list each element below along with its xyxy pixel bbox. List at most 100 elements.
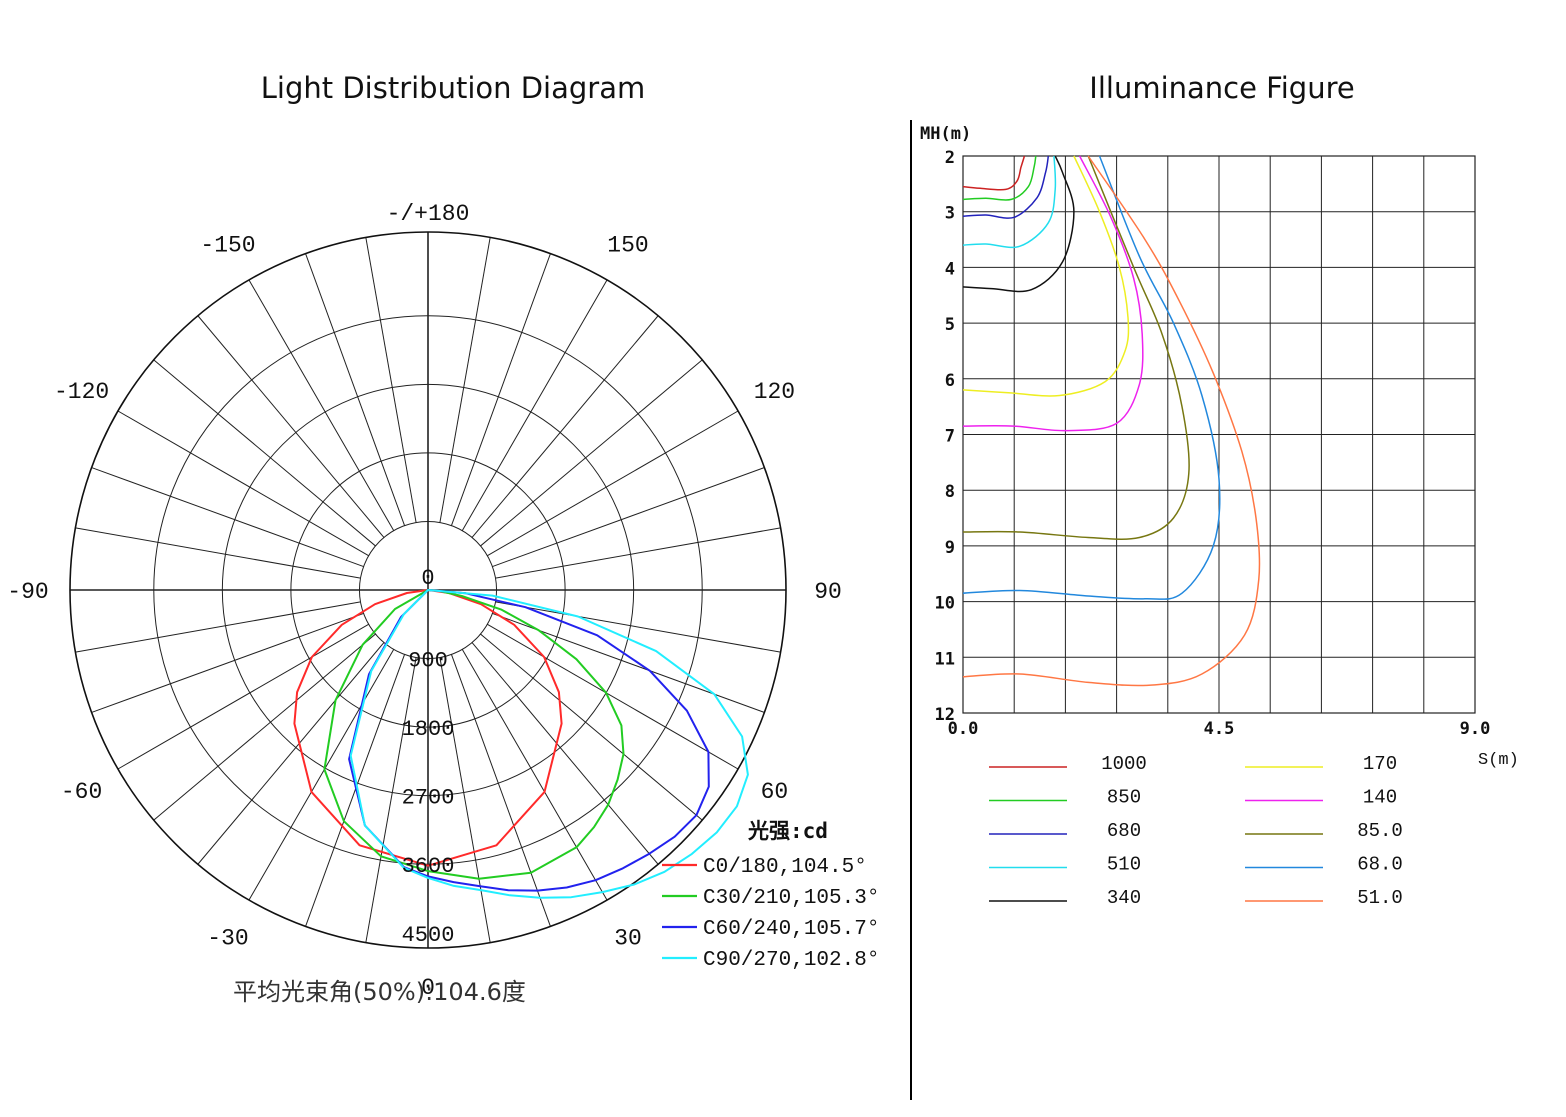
unit-label: 光强:cd	[747, 819, 828, 843]
isolux-legend-entry: 1000	[1101, 753, 1147, 775]
left-chart-title: Light Distribution Diagram	[261, 71, 646, 105]
polar-spoke	[305, 253, 406, 526]
angle-label: 90	[814, 579, 842, 605]
polar-spoke	[439, 657, 491, 943]
polar-spoke	[480, 633, 703, 821]
legend-entry: C30/210,105.3°	[703, 887, 879, 910]
polar-spoke	[471, 315, 659, 538]
isolux-series-4	[962, 155, 1075, 293]
polar-ring	[221, 383, 635, 797]
angle-label: -120	[54, 379, 109, 405]
polar-spoke	[305, 654, 406, 927]
y-axis-label: MH(m)	[920, 124, 971, 144]
polar-spoke	[117, 410, 369, 557]
radial-label: 1800	[402, 717, 455, 742]
isolux-chart: 2 3 4 5 6 7 8 9 10 11 120.0 4.5 9.0	[935, 148, 1491, 739]
polar-chart: -/+180 150 120 90 60 30 0 -30 -60 -90 -120 -150 0 900…	[7, 201, 842, 1001]
isolux-legend-entry: 850	[1107, 787, 1141, 809]
isolux-legend-entry: 680	[1107, 820, 1141, 842]
radial-label-zero: 0	[421, 566, 434, 591]
y-tick-label: 11	[935, 649, 955, 669]
legend-entry: C0/180,104.5°	[703, 856, 867, 879]
polar-spoke	[450, 654, 551, 927]
y-tick-label: 5	[945, 315, 955, 335]
angle-label: -90	[7, 579, 48, 605]
polar-spoke	[75, 601, 361, 653]
x-tick-label: 4.5	[1204, 719, 1235, 739]
polar-spoke	[487, 623, 739, 770]
polar-spoke	[495, 601, 781, 653]
polar-legend: C0/180,104.5° C30/210,105.3° C60/240,105.7…	[662, 856, 879, 972]
x-axis-label: S(m)	[1478, 751, 1519, 770]
y-tick-label: 12	[935, 705, 955, 725]
polar-spoke	[197, 315, 385, 538]
polar-spoke	[450, 253, 551, 526]
polar-ring	[290, 452, 566, 728]
polar-spoke	[248, 279, 395, 531]
polar-spoke	[487, 410, 739, 557]
isolux-legend-entry: 68.0	[1357, 854, 1403, 876]
y-tick-label: 6	[945, 371, 955, 391]
polar-spoke	[461, 279, 608, 531]
angle-label: 30	[614, 925, 642, 951]
angle-label: -/+180	[387, 201, 470, 227]
isolux-series-5	[962, 155, 1130, 397]
polar-spoke	[91, 467, 364, 568]
x-tick-label: 9.0	[1460, 719, 1491, 739]
isolux-grid	[962, 155, 1476, 714]
polar-spoke	[461, 649, 608, 901]
polar-spoke	[197, 642, 385, 865]
isolux-series-3	[962, 155, 1057, 249]
legend-entry: C60/240,105.7°	[703, 918, 879, 941]
isolux-legend-entry: 85.0	[1357, 820, 1403, 842]
polar-series-0	[293, 589, 563, 867]
polar-curves	[293, 589, 749, 899]
y-tick-label: 8	[945, 482, 955, 502]
polar-spoke	[75, 527, 361, 579]
radial-label: 4500	[402, 923, 455, 948]
isolux-curves	[962, 155, 1261, 687]
angle-label: -30	[207, 925, 248, 951]
angle-label: -60	[61, 779, 102, 805]
polar-spoke	[492, 467, 765, 568]
radial-label: 3600	[402, 854, 455, 879]
isolux-legend-entry: 51.0	[1357, 887, 1403, 909]
polar-spoke	[153, 633, 376, 821]
x-tick-label: 0.0	[948, 719, 979, 739]
polar-spoke	[248, 649, 395, 901]
legend-entry: C90/270,102.8°	[703, 949, 879, 972]
polar-spoke	[365, 237, 417, 523]
y-tick-label: 10	[935, 594, 955, 614]
polar-spoke	[439, 237, 491, 523]
angle-label: -150	[200, 233, 255, 259]
isolux-series-1	[962, 155, 1037, 201]
isolux-legend-entry: 340	[1107, 887, 1141, 909]
isolux-legend-entry: 510	[1107, 854, 1141, 876]
polar-grid	[69, 231, 787, 949]
polar-spoke	[153, 359, 376, 547]
y-tick-label: 7	[945, 427, 955, 447]
polar-spoke	[91, 612, 364, 713]
angle-label: 0	[421, 975, 435, 1001]
right-chart-title: Illuminance Figure	[1089, 71, 1354, 105]
polar-spoke	[480, 359, 703, 547]
isolux-series-2	[962, 155, 1050, 219]
y-tick-label: 9	[945, 538, 955, 558]
isolux-series-0	[962, 155, 1026, 191]
polar-spoke	[471, 642, 659, 865]
isolux-legend-entry: 170	[1363, 753, 1397, 775]
polar-spoke	[117, 623, 369, 770]
y-tick-label: 4	[945, 259, 955, 279]
polar-ring	[358, 520, 498, 660]
isolux-legend: 1000 850 680 510 340 170 140 85.0 68.0 51.0	[989, 753, 1403, 909]
polar-labels: -/+180 150 120 90 60 30 0 -30 -60 -90 -120 -150 0 900…	[7, 201, 842, 1001]
isolux-series-8	[962, 155, 1221, 600]
angle-label: 120	[754, 379, 795, 405]
radial-label: 2700	[402, 786, 455, 811]
angle-label: 150	[607, 233, 648, 259]
polar-outer-ring	[69, 231, 787, 949]
polar-series-1	[323, 589, 625, 880]
radial-label: 900	[408, 649, 448, 674]
y-tick-label: 2	[945, 148, 955, 168]
